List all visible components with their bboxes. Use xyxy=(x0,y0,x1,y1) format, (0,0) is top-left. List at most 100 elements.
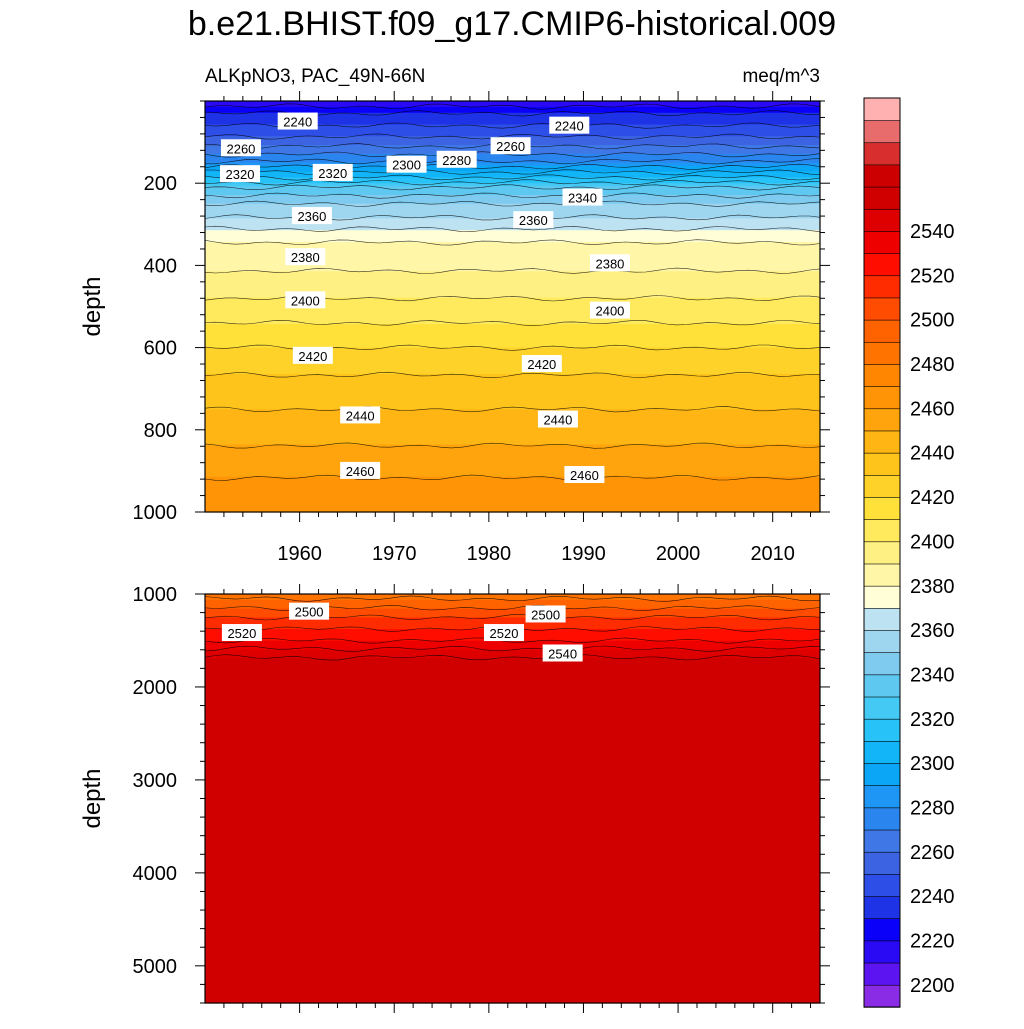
contour-fill-band xyxy=(205,903,820,908)
contour-fill-band xyxy=(205,941,820,946)
contour-label-group: 2360 xyxy=(513,211,554,229)
contour-line xyxy=(204,595,821,602)
contour-label-group: 2300 xyxy=(386,155,427,173)
contour-fill-band xyxy=(205,379,820,384)
contour-fill-band xyxy=(205,842,820,846)
colorbar-swatch xyxy=(863,651,901,676)
y-tick-label: 3000 xyxy=(133,770,178,792)
contour-fill-band xyxy=(205,707,820,712)
y-tick-label: 800 xyxy=(144,420,177,442)
colorbar-swatch xyxy=(863,518,901,543)
contour-fill-band xyxy=(205,350,820,355)
x-tick-label: 1970 xyxy=(372,543,417,565)
colorbar-swatch xyxy=(863,230,901,254)
contour-fill-band xyxy=(205,874,820,878)
contour-label: 2540 xyxy=(548,646,577,661)
colorbar-swatch xyxy=(863,563,901,587)
contour-fill-band xyxy=(205,192,820,196)
contour-fill-band xyxy=(205,324,820,328)
contour-fill-band xyxy=(205,479,820,484)
contour-label-box xyxy=(312,163,353,181)
contour-fill-band xyxy=(205,382,820,387)
contour-line xyxy=(204,442,821,449)
contour-fill-band xyxy=(205,300,820,305)
colorbar-tick-label: 2200 xyxy=(910,975,955,997)
contour-fill-band xyxy=(205,605,820,610)
contour-label-box xyxy=(537,410,578,428)
contour-fill-band xyxy=(205,646,820,651)
contour-label: 2440 xyxy=(346,408,375,423)
contour-fill-band xyxy=(205,929,820,934)
contour-fill-band xyxy=(205,453,820,457)
variable-region-subtitle: ALKpNO3, PAC_49N-66N xyxy=(205,66,425,87)
contour-fill-band xyxy=(205,274,820,278)
contour-fill-band xyxy=(205,745,820,750)
contour-label-group: 2400 xyxy=(285,291,326,309)
colorbar-swatch xyxy=(863,474,901,498)
y-tick-label: 5000 xyxy=(133,956,178,978)
contour-fill-band xyxy=(205,347,820,352)
contour-label: 2260 xyxy=(496,139,525,154)
contour-fill-band xyxy=(205,156,820,161)
colorbar-swatch xyxy=(863,696,901,720)
contour-fill-band xyxy=(205,168,820,173)
contour-fill-band xyxy=(205,912,820,916)
contour-fill-band xyxy=(205,403,820,407)
contour-fill-band xyxy=(205,244,820,249)
contour-fill-band xyxy=(205,473,820,478)
contour-fill-band xyxy=(205,737,820,741)
colorbar-tick-label: 2360 xyxy=(910,620,955,642)
contour-fill-band xyxy=(205,640,820,645)
colorbar-swatch xyxy=(863,430,901,454)
contour-fill-band xyxy=(205,880,820,884)
contour-fill-band xyxy=(205,687,820,692)
lower-depth-panel: 2500 2500 2520 2520 2540 1000 2000 3000 4000 5000… xyxy=(79,584,830,1013)
contour-label-group: 2440 xyxy=(537,410,578,428)
contour-fill-band xyxy=(205,341,820,346)
contour-fill-band xyxy=(205,312,820,316)
contour-fill-band xyxy=(205,186,820,190)
contour-fill-band xyxy=(205,772,820,776)
contour-fill-band xyxy=(205,238,820,243)
contour-fill-band xyxy=(205,813,820,817)
contour-line xyxy=(204,645,821,652)
y-tick-label: 1000 xyxy=(133,502,178,524)
contour-line xyxy=(204,184,821,191)
contour-fill-band xyxy=(205,432,820,437)
colorbar-tick-label: 2220 xyxy=(910,930,955,952)
contour-fill-band xyxy=(205,894,820,899)
contour-fill-band xyxy=(205,886,820,890)
colorbar-tick-label: 2260 xyxy=(910,842,955,864)
y-tick-label: 4000 xyxy=(133,863,178,885)
contour-fill-band xyxy=(205,667,820,671)
contour-fill-band xyxy=(205,338,820,343)
contour-label-box xyxy=(386,155,427,173)
plot-frame xyxy=(204,100,821,513)
contour-fill-band xyxy=(205,795,820,800)
contour-fill-band xyxy=(205,751,820,756)
contour-fill-band xyxy=(205,918,820,922)
contour-fill-band xyxy=(205,485,820,490)
contour-label: 2280 xyxy=(442,153,471,168)
contour-fill-band xyxy=(205,889,820,893)
contour-label-group: 2260 xyxy=(220,139,261,157)
colorbar-swatch xyxy=(863,762,901,786)
contour-fill-band xyxy=(205,716,820,721)
contour-label-box xyxy=(589,254,630,272)
contour-label-group: 2400 xyxy=(589,301,630,319)
contour-fill-band xyxy=(205,388,820,393)
contour-fill-band xyxy=(205,250,820,255)
contour-fill-band xyxy=(205,297,820,302)
contour-fill-band xyxy=(205,376,820,381)
contour-label-group: 2360 xyxy=(291,207,332,225)
contour-fill-band xyxy=(205,200,820,205)
contour-fill-band xyxy=(205,127,820,131)
colorbar-tick-label: 2480 xyxy=(910,354,955,376)
colorbar-swatch xyxy=(863,873,901,897)
colorbar-swatch xyxy=(863,962,901,986)
contour-label: 2380 xyxy=(291,250,320,265)
contour-label-group: 2260 xyxy=(490,137,531,155)
contour-fill-band xyxy=(205,938,820,943)
contour-fill-band xyxy=(205,368,820,372)
